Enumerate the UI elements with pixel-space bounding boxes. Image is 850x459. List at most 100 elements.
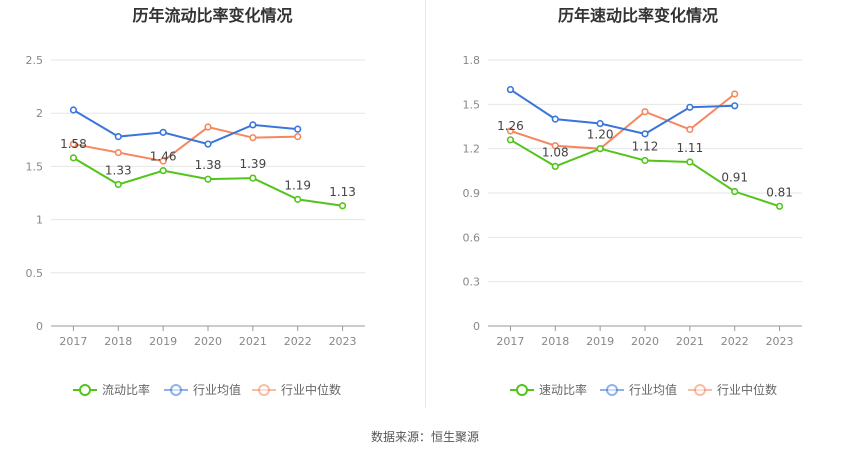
data-point	[731, 90, 739, 98]
x-tick-label: 2020	[194, 335, 222, 348]
data-source-note: 数据来源：恒生聚源	[370, 430, 479, 444]
legend-item[interactable]: 行业中位数	[252, 382, 341, 397]
legend-marker	[258, 384, 270, 396]
data-point	[69, 140, 78, 148]
data-label: 1.20	[587, 128, 614, 142]
quick-ratio-plot: 0 0.3 0.6 0.9 1.2 1.5 1.8 2017 2018 2019 2020 2021 2…	[463, 54, 802, 397]
y-tick-label: 0.5	[26, 267, 44, 280]
series-line	[509, 88, 735, 135]
current-ratio-chart: 历年流动比率变化情况 0 0.5 1 1.5 2 2.5 2017 2018 2019 2020 2…	[0, 0, 425, 415]
legend-item[interactable]: 行业均值	[164, 382, 241, 397]
data-point	[204, 123, 212, 131]
series-line	[510, 93, 736, 150]
x-tick-label: 2022	[721, 335, 749, 348]
data-point	[249, 134, 257, 142]
data-point	[775, 202, 784, 210]
data-point	[551, 142, 559, 150]
legend-item[interactable]: 流动比率	[73, 382, 150, 397]
y-tick-label: 0	[473, 320, 480, 333]
data-point	[641, 130, 649, 138]
data-point	[294, 195, 302, 203]
data-point	[596, 145, 604, 153]
y-tick-label: 1.8	[463, 54, 481, 67]
data-point	[294, 125, 302, 133]
data-point	[204, 140, 212, 148]
chart-title: 历年流动比率变化情况	[132, 6, 293, 25]
legend-label: 行业中位数	[281, 382, 341, 397]
x-tick-label: 2022	[284, 335, 312, 348]
x-tick-label: 2017	[496, 335, 524, 348]
legend-label: 流动比率	[102, 382, 150, 397]
data-label: 1.08	[542, 145, 569, 159]
data-label: 1.58	[60, 137, 87, 151]
y-tick-label: 1.2	[463, 143, 481, 156]
data-point	[506, 136, 515, 144]
y-tick-label: 2.5	[26, 54, 44, 67]
data-point	[641, 108, 649, 116]
legend-label: 行业均值	[629, 382, 677, 397]
data-point	[69, 106, 78, 114]
data-label: 1.39	[239, 157, 266, 171]
x-tick-label: 2023	[329, 335, 357, 348]
y-tick-label: 1.5	[463, 98, 481, 111]
data-point	[506, 127, 515, 135]
panel-divider	[425, 0, 426, 408]
data-label: 1.38	[195, 158, 222, 172]
data-point	[294, 133, 302, 141]
data-point	[114, 180, 122, 189]
data-point	[204, 175, 212, 183]
legend-marker	[606, 384, 618, 396]
quick-ratio-chart: 历年速动比率变化情况 0 0.3 0.6 0.9 1.2 1.5 1.8 2017 2018 20…	[426, 0, 850, 415]
data-label: 1.11	[676, 141, 703, 155]
legend-item[interactable]: 行业中位数	[688, 382, 777, 397]
data-point	[159, 157, 167, 165]
data-label: 0.81	[766, 185, 793, 199]
x-tick-label: 2023	[766, 335, 794, 348]
y-tick-label: 2	[36, 107, 43, 120]
series-line	[72, 109, 298, 146]
data-label: 1.19	[284, 178, 311, 192]
data-point	[249, 121, 257, 129]
y-tick-label: 0.6	[463, 231, 481, 244]
legend-item[interactable]: 速动比率	[510, 382, 587, 397]
y-tick-label: 1	[36, 214, 43, 227]
legend-marker	[170, 384, 182, 396]
data-point	[249, 174, 257, 182]
data-point	[686, 125, 694, 134]
x-tick-label: 2020	[631, 335, 659, 348]
data-point	[159, 128, 167, 136]
x-tick-label: 2017	[59, 335, 87, 348]
data-point	[731, 102, 739, 110]
legend-item[interactable]: 行业均值	[600, 382, 677, 397]
data-point	[551, 162, 559, 170]
y-tick-label: 0.9	[463, 187, 481, 200]
data-point	[506, 85, 515, 94]
data-label: 1.12	[632, 139, 659, 153]
current-ratio-plot: 0 0.5 1 1.5 2 2.5 2017 2018 2019 2020 2021 2022 2023…	[26, 54, 365, 397]
legend-marker	[694, 384, 706, 396]
x-tick-label: 2018	[541, 335, 569, 348]
data-label: 1.33	[105, 163, 132, 177]
data-point	[69, 154, 78, 162]
data-point	[114, 148, 122, 157]
legend-marker	[79, 384, 91, 396]
x-tick-label: 2021	[239, 335, 267, 348]
data-point	[686, 158, 694, 166]
data-point	[114, 133, 122, 141]
x-tick-label: 2019	[586, 335, 614, 348]
data-point	[338, 202, 347, 210]
data-label: 1.46	[150, 150, 177, 164]
x-tick-label: 2021	[676, 335, 704, 348]
data-point	[686, 103, 694, 111]
y-tick-label: 0.3	[463, 276, 481, 289]
data-label: 1.26	[497, 119, 524, 133]
data-point	[159, 167, 167, 175]
y-tick-label: 0	[36, 320, 43, 333]
data-label: 1.13	[329, 185, 356, 199]
chart-title: 历年速动比率变化情况	[557, 6, 718, 25]
y-tick-label: 1.5	[26, 160, 44, 173]
legend-label: 速动比率	[539, 382, 587, 397]
legend-label: 行业中位数	[717, 382, 777, 397]
data-point	[596, 119, 604, 128]
data-label: 0.91	[721, 171, 748, 185]
